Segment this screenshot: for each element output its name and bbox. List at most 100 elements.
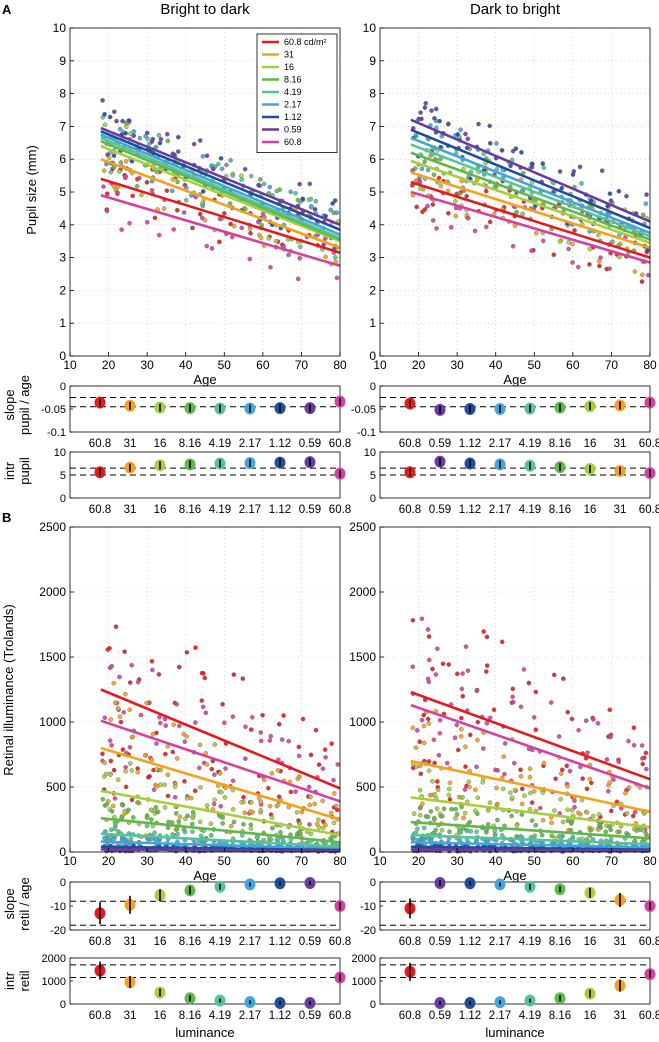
scatter-point [266, 236, 272, 241]
scatter-point [198, 833, 204, 839]
scatter-point [432, 815, 437, 821]
scatter-point [127, 707, 132, 712]
x-tick-label: 40 [179, 358, 193, 372]
scatter-point [258, 235, 264, 241]
x-tick-label: 4.19 [519, 1010, 541, 1022]
plot-area [70, 386, 340, 432]
retil-plot-bright-to-dark: 10 20 30 40 50 60 70 80 0 500 1000 1500 2000 2500 [39, 520, 347, 868]
scatter-point [437, 118, 442, 124]
scatter-point [644, 766, 649, 772]
scatter-point [248, 809, 253, 814]
scatter-point [484, 224, 489, 230]
scatter-point [116, 169, 122, 174]
scatter-point [485, 822, 491, 827]
scatter-point [286, 738, 291, 744]
y-tick-label: 10 [364, 447, 376, 459]
retil-intr-dark-to-bright: 0 1000 2000 60.8 0.59 1.12 2.17 4.19 8.16 16 31 60.… [352, 953, 659, 1022]
scatter-point [528, 790, 533, 796]
scatter-point [640, 272, 645, 278]
scatter-point [452, 199, 458, 204]
scatter-point [565, 784, 570, 789]
scatter-point [566, 246, 571, 252]
plot-area [70, 527, 340, 852]
scatter-point [239, 173, 244, 179]
ylabel-slope-retil-line2: retil / age [17, 877, 32, 930]
fit-line-8.16 [410, 820, 651, 840]
scatter-point [426, 768, 432, 773]
scatter-point [598, 255, 603, 260]
scatter-point [117, 674, 122, 680]
x-tick-label: 8.16 [549, 1010, 571, 1022]
x-tick-label: 60.8 [89, 504, 111, 516]
scatter-point [484, 663, 490, 668]
scatter-point [537, 805, 543, 811]
x-tick-label: 1.12 [269, 504, 291, 516]
scatter-point [241, 821, 246, 827]
scatter-point [637, 827, 643, 832]
scatter-point [230, 778, 236, 784]
scatter-point [435, 646, 440, 651]
scatter-point [468, 829, 474, 834]
scatter-point [481, 629, 486, 634]
scatter-point [475, 719, 481, 725]
scatter-point [481, 746, 486, 751]
scatter-point [518, 774, 524, 779]
scatter-point [220, 701, 225, 707]
retil-slope-bright-to-dark: 0 -10 -20 60.8 31 16 8.16 4.19 2.17 1.12 0.59 60.8 [50, 877, 351, 948]
x-tick-label: 1.12 [459, 1010, 481, 1022]
scatter-point [572, 228, 577, 233]
scatter-point [176, 664, 182, 670]
scatter-point [248, 727, 254, 732]
scatter-point [113, 624, 119, 630]
scatter-point [149, 187, 155, 193]
scatter-point [431, 737, 437, 743]
scatter-point [502, 741, 508, 746]
x-tick-label: 70 [295, 854, 309, 868]
x-tick-label: 4.19 [519, 438, 541, 450]
x-tick-label: 60.8 [639, 936, 659, 948]
scatter-point [184, 795, 190, 801]
scatter-point [295, 276, 301, 282]
scatter-point [164, 131, 170, 137]
scatter-point [417, 739, 423, 745]
scatter-point [418, 771, 424, 777]
scatter-point [458, 734, 464, 739]
scatter-point [434, 806, 440, 811]
ylabel-intr-retil-line2: retil [17, 970, 32, 991]
scatter-point [127, 745, 133, 750]
x-tick-label: 60.8 [399, 936, 421, 948]
scatter-point [130, 734, 136, 740]
scatter-point [198, 785, 203, 790]
scatter-point [197, 819, 203, 825]
scatter-point [465, 668, 471, 673]
x-tick-label: 60 [256, 854, 270, 868]
scatter-point [162, 805, 168, 810]
x-tick-label: 10 [373, 854, 387, 868]
scatter-point [108, 758, 114, 764]
scatter-point [152, 215, 158, 221]
scatter-point [162, 782, 167, 788]
scatter-point [204, 153, 210, 159]
scatter-point [230, 714, 236, 719]
panel-letter-b: B [2, 510, 11, 525]
scatter-point [115, 706, 121, 711]
scatter-point [457, 191, 462, 196]
scatter-point [411, 811, 417, 816]
scatter-point [551, 672, 557, 678]
scatter-point [156, 232, 162, 238]
plot-frame [379, 526, 651, 853]
scatter-point [467, 732, 473, 738]
scatter-point [493, 767, 498, 773]
scatter-point [316, 825, 322, 830]
scatter-point [108, 169, 114, 175]
scatter-point [228, 158, 233, 163]
y-tick-label: 0 [60, 381, 66, 393]
scatter-point [569, 716, 575, 722]
scatter-point [200, 203, 205, 209]
scatter-point [484, 721, 490, 726]
scatter-point [115, 777, 121, 782]
scatter-point [212, 742, 218, 747]
scatter-point [118, 719, 124, 725]
scatter-point [328, 207, 334, 213]
